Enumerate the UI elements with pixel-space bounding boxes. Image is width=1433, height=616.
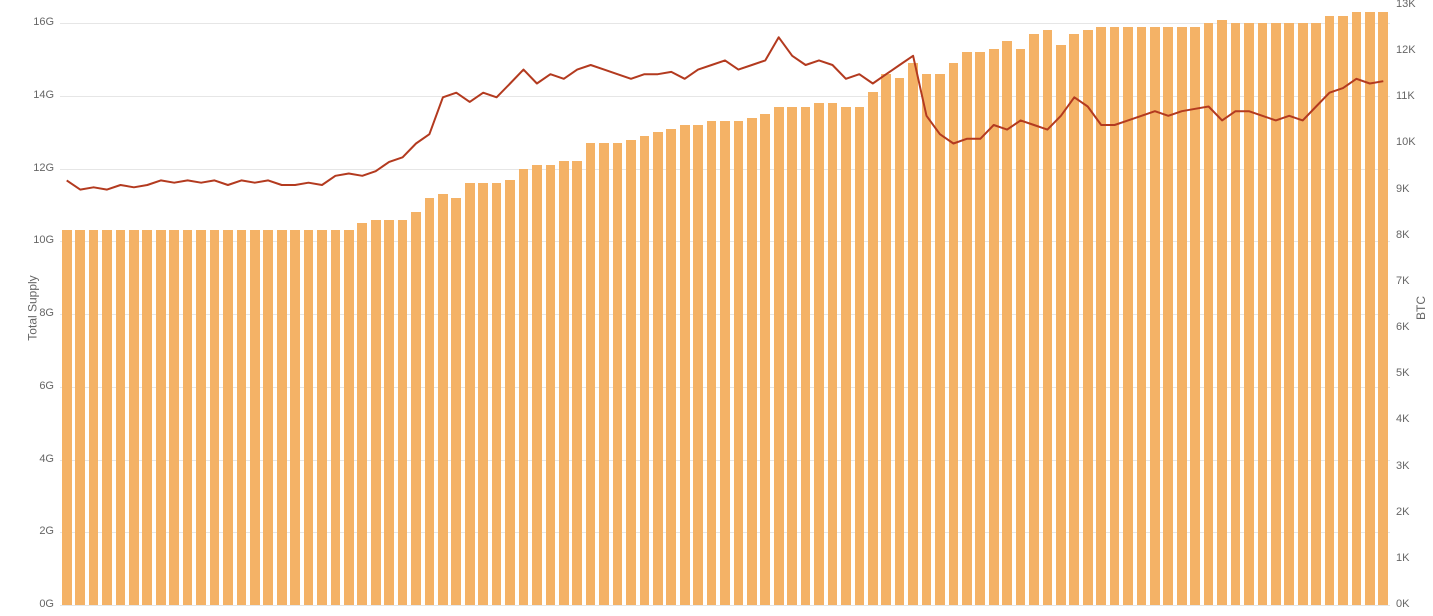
right-tick-label: 5K bbox=[1396, 367, 1409, 379]
left-tick-label: 16G bbox=[14, 16, 54, 28]
btc-line-layer bbox=[60, 5, 1390, 605]
right-tick-label: 2K bbox=[1396, 506, 1409, 518]
left-tick-label: 6G bbox=[14, 380, 54, 392]
left-tick-label: 14G bbox=[14, 89, 54, 101]
right-tick-label: 13K bbox=[1396, 0, 1416, 10]
right-tick-label: 12K bbox=[1396, 44, 1416, 56]
right-tick-label: 9K bbox=[1396, 183, 1409, 195]
left-tick-label: 0G bbox=[14, 598, 54, 610]
right-tick-label: 4K bbox=[1396, 413, 1409, 425]
chart-stage: Total Supply BTC 0G2G4G6G8G10G12G14G16G0… bbox=[0, 0, 1433, 616]
right-tick-label: 0K bbox=[1396, 598, 1409, 610]
left-tick-label: 8G bbox=[14, 307, 54, 319]
plot-area bbox=[60, 5, 1390, 605]
right-tick-label: 1K bbox=[1396, 552, 1409, 564]
left-tick-label: 2G bbox=[14, 525, 54, 537]
right-tick-label: 11K bbox=[1396, 90, 1415, 102]
right-tick-label: 3K bbox=[1396, 460, 1409, 472]
right-tick-label: 6K bbox=[1396, 321, 1409, 333]
left-tick-label: 10G bbox=[14, 234, 54, 246]
btc-price-line bbox=[67, 37, 1384, 189]
left-tick-label: 4G bbox=[14, 453, 54, 465]
gridline bbox=[60, 605, 1390, 606]
right-axis-title: BTC bbox=[1414, 296, 1428, 320]
right-tick-label: 10K bbox=[1396, 136, 1416, 148]
right-tick-label: 8K bbox=[1396, 229, 1409, 241]
left-tick-label: 12G bbox=[14, 162, 54, 174]
right-tick-label: 7K bbox=[1396, 275, 1409, 287]
